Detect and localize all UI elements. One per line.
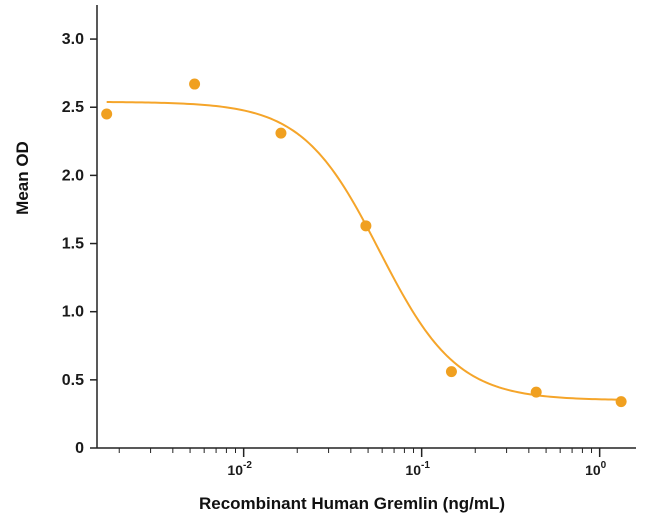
data-points <box>101 78 627 408</box>
y-tick-label: 0.5 <box>62 372 84 389</box>
y-tick-label: 1.0 <box>62 304 84 321</box>
data-point <box>530 386 542 398</box>
data-point <box>360 220 372 232</box>
y-tick-label: 3.0 <box>62 31 84 48</box>
x-tick-label: 100 <box>585 460 607 478</box>
fit-curve <box>106 101 622 401</box>
x-tick-label: 10-2 <box>227 460 252 478</box>
y-tick-label: 0 <box>75 440 84 457</box>
y-tick-label: 2.5 <box>62 99 84 116</box>
x-tick-label: 10-1 <box>405 460 430 478</box>
data-point <box>189 78 201 90</box>
data-point <box>615 396 627 408</box>
y-ticks: 0 0.5 1.0 1.5 2.0 2.5 3.0 <box>62 31 97 457</box>
data-point <box>101 108 113 120</box>
x-axis-title: Recombinant Human Gremlin (ng/mL) <box>199 494 505 513</box>
y-axis-title: Mean OD <box>13 141 32 215</box>
y-tick-label: 2.0 <box>62 167 84 184</box>
data-point <box>445 366 457 378</box>
data-point <box>275 127 287 139</box>
x-ticks: 10-2 10-1 100 <box>118 448 607 478</box>
y-tick-label: 1.5 <box>62 236 84 253</box>
